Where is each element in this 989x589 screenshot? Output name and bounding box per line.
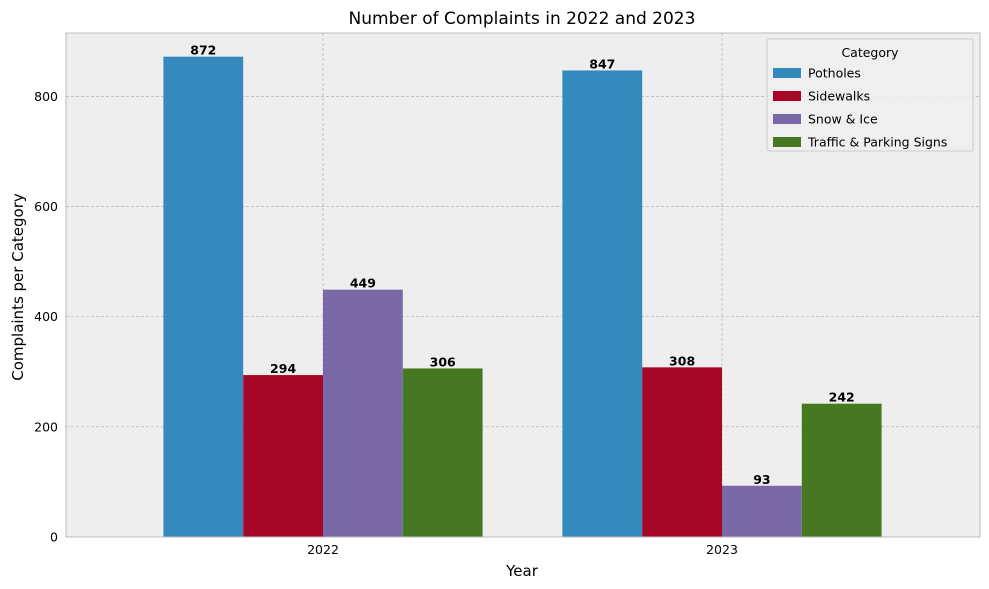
bar-value-label: 93 [753,472,770,487]
y-axis-label: Complaints per Category [9,193,27,381]
bar-value-label: 308 [669,353,695,368]
legend-swatch [773,91,801,101]
legend-box [766,38,974,152]
y-tick-label: 0 [50,530,58,545]
legend-entry: Traffic & Parking Signs [807,135,947,150]
plot-frame [65,32,981,538]
bar-value-label: 872 [190,43,216,58]
y-tick-label: 400 [34,309,58,324]
y-tick-label: 200 [34,419,58,434]
bar-value-label: 449 [350,276,376,291]
legend-entry: Snow & Ice [808,112,878,127]
bar-value-label: 294 [270,361,296,376]
legend-entry: Sidewalks [808,89,870,104]
legend: Category Potholes Sidewalks Snow & Ice Traff… [766,38,974,152]
legend-swatch [773,68,801,78]
bar [562,70,643,537]
bar [402,368,483,537]
bar [163,56,244,538]
legend-title: Category [841,45,899,60]
legend-swatch [773,114,801,124]
axis-ticks: 0 200 400 600 800 2022 2023 [34,89,738,557]
bar [801,403,882,537]
bar [642,367,722,537]
chart-title: Number of Complaints in 2022 and 2023 [349,9,696,29]
x-tick-label: 2023 [706,542,738,557]
x-axis-label: Year [505,562,539,580]
bar [243,375,323,537]
legend-entry: Potholes [808,66,861,81]
y-tick-label: 800 [34,89,58,104]
y-tick-label: 600 [34,199,58,214]
bar-value-label: 242 [829,390,855,405]
bar [722,485,802,537]
bar [323,289,403,537]
legend-swatch [773,137,801,147]
bars [163,56,882,538]
bar-value-label: 306 [430,354,456,369]
data-labels: 872 294 449 306 847 308 93 242 [190,43,854,487]
x-tick-label: 2022 [307,542,339,557]
bar-value-label: 847 [589,56,615,71]
